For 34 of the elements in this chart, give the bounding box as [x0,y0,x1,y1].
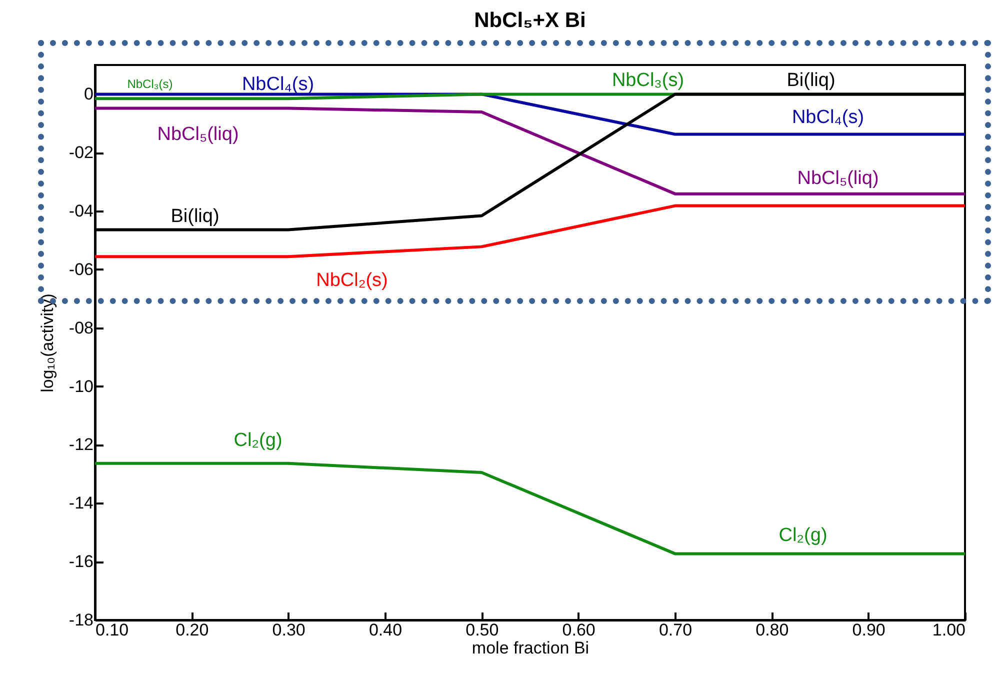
y-tick-label: -04 [68,202,94,221]
y-tick-label: -06 [68,260,94,279]
x-tick-label: 0.50 [466,620,499,640]
y-axis-title: log₁₀(activity) [38,294,57,392]
y-tick-label: 0 [84,84,94,104]
series-label: NbCl₃(s) [612,70,684,91]
x-tick-label: 0.40 [368,620,402,640]
y-tick-label: -02 [68,143,94,162]
y-tick-label: -18 [68,610,94,630]
x-tick-label: 0.70 [658,620,692,640]
series-label: Cl₂(g) [778,525,828,546]
x-tick-label: 1.00 [932,620,966,640]
annotation: NbCl₅(liq) [157,124,239,145]
x-tick-label: 0.60 [562,620,596,640]
series-label: NbCl₄(s) [792,107,864,128]
annotation: NbCl₄(s) [242,74,314,95]
x-axis-title: mole fraction Bi [472,638,590,658]
annotation: NbCl₃(s) [127,77,173,91]
y-tick-label: -16 [68,552,94,572]
series-label: NbCl₂(s) [316,270,388,291]
annotation: Cl₂(g) [234,430,282,451]
x-tick-label: 0.20 [176,620,209,640]
y-tick-label: -10 [68,376,94,396]
annotation: Bi(liq) [170,206,220,227]
y-tick-label: -12 [68,435,94,454]
series-label: NbCl₅(liq) [797,168,879,189]
y-tick-label: -08 [68,318,94,338]
series-label: Bi(liq) [786,70,836,91]
x-tick-label: 0.30 [272,620,306,640]
y-tick-label: -14 [68,494,94,513]
x-tick-label: 0.80 [756,620,789,640]
chart-title: NbCl₅+X Bi [474,9,586,32]
x-tick-label: 0.90 [852,620,886,640]
x-tick-label: 0.10 [96,620,129,640]
